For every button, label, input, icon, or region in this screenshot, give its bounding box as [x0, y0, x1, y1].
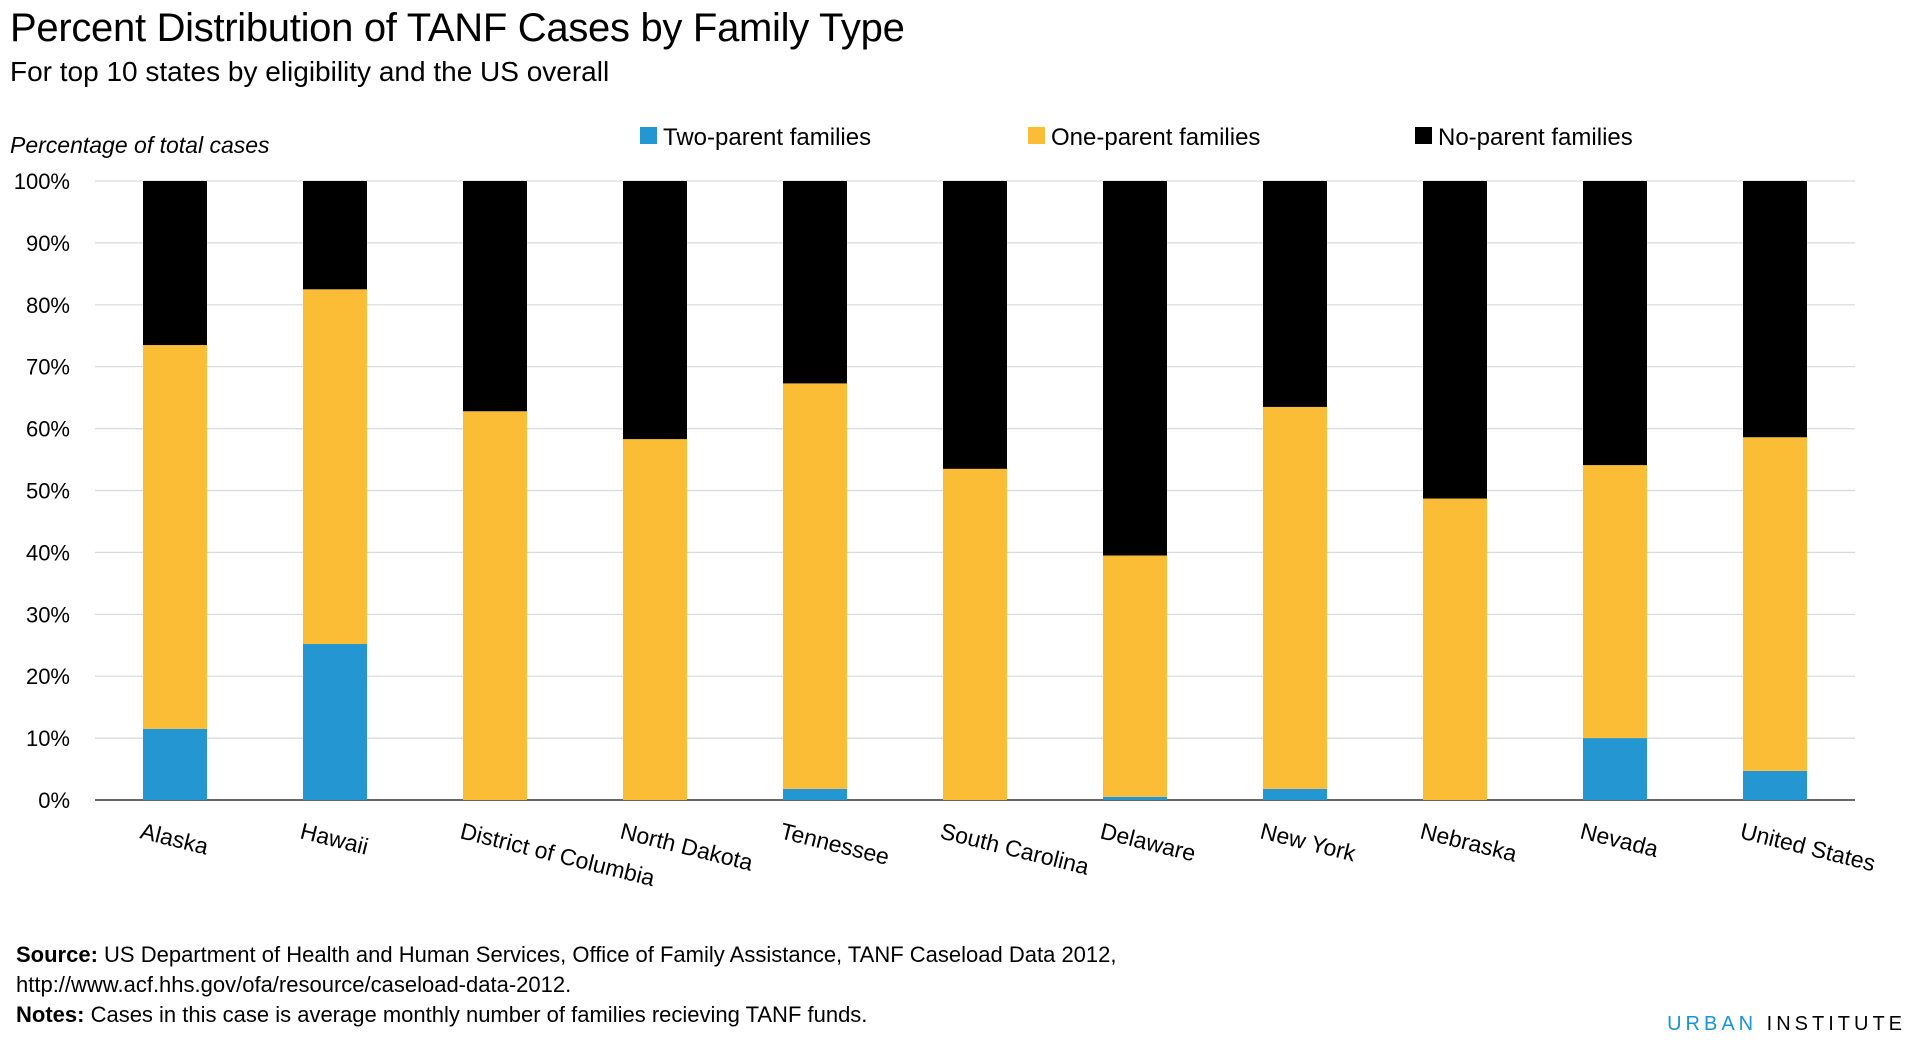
- bar-segment: [1423, 181, 1487, 499]
- brand-part2: INSTITUTE: [1757, 1013, 1906, 1035]
- bar-segment: [1583, 181, 1647, 466]
- y-tick-label: 90%: [26, 231, 70, 256]
- bars: [143, 181, 1807, 800]
- legend-swatch: [1028, 127, 1045, 144]
- bar-segment: [143, 345, 207, 729]
- bar-segment: [1263, 181, 1327, 407]
- x-tick-label: Nevada: [1578, 818, 1661, 862]
- y-tick-label: 100%: [14, 169, 70, 194]
- bar-segment: [463, 411, 527, 800]
- bar-segment: [1103, 181, 1167, 556]
- bar-segment: [783, 181, 847, 384]
- bar-segment: [1103, 796, 1167, 800]
- bar-segment: [1583, 738, 1647, 800]
- bar-segment: [943, 181, 1007, 469]
- bar-segment: [1743, 437, 1807, 771]
- legend-label: Two-parent families: [663, 124, 871, 151]
- legend-swatch: [1415, 127, 1432, 144]
- legend-label: No-parent families: [1438, 124, 1633, 151]
- notes: Notes: Cases in this case is average mon…: [16, 1000, 867, 1030]
- y-axis-ticks: 0% 10% 20% 30% 40% 50% 60% 70% 80% 90% 100%: [14, 169, 70, 813]
- bar-segment: [1743, 181, 1807, 438]
- y-tick-label: 30%: [26, 602, 70, 627]
- legend-label: One-parent families: [1051, 124, 1260, 151]
- y-tick-label: 10%: [26, 726, 70, 751]
- notes-text: Cases in this case is average monthly nu…: [84, 1002, 868, 1027]
- x-tick-label: Alaska: [138, 818, 211, 860]
- bar-segment: [1583, 465, 1647, 739]
- bar-segment: [1423, 498, 1487, 800]
- bar-segment: [303, 644, 367, 800]
- y-tick-label: 40%: [26, 540, 70, 565]
- bar-segment: [303, 181, 367, 290]
- bar-segment: [943, 468, 1007, 800]
- x-tick-label: Tennessee: [778, 818, 892, 870]
- bar-segment: [623, 439, 687, 800]
- brand-part1: URBAN: [1667, 1013, 1758, 1035]
- legend-swatch: [640, 127, 657, 144]
- x-tick-label: South Carolina: [938, 818, 1092, 880]
- y-tick-label: 20%: [26, 664, 70, 689]
- source-url: http://www.acf.hhs.gov/ofa/resource/case…: [16, 972, 572, 997]
- x-tick-label: Hawaii: [298, 818, 371, 860]
- bar-segment: [143, 728, 207, 800]
- bar-segment: [463, 181, 527, 412]
- x-tick-label: New York: [1258, 818, 1359, 867]
- urban-institute-logo: URBAN INSTITUTE: [1667, 1013, 1906, 1036]
- bar-segment: [783, 383, 847, 789]
- bar-segment: [783, 788, 847, 800]
- y-axis-label: Percentage of total cases: [10, 132, 270, 158]
- y-tick-label: 80%: [26, 293, 70, 318]
- legend: Two-parent families One-parent families No…: [640, 124, 1633, 151]
- chart-title: Percent Distribution of TANF Cases by Fa…: [10, 6, 905, 50]
- y-tick-label: 70%: [26, 355, 70, 380]
- source-note: Source: US Department of Health and Huma…: [16, 940, 1117, 970]
- stacked-bar-chart: Percentage of total cases Two-parent fam…: [10, 124, 1878, 892]
- y-tick-label: 60%: [26, 417, 70, 442]
- source-text: US Department of Health and Human Servic…: [97, 942, 1117, 967]
- bar-segment: [143, 181, 207, 346]
- chart-subtitle: For top 10 states by eligibility and the…: [10, 56, 610, 87]
- x-tick-label: Nebraska: [1418, 818, 1520, 867]
- x-tick-label: United States: [1738, 818, 1878, 877]
- x-tick-label: Delaware: [1098, 818, 1199, 867]
- bar-segment: [1263, 788, 1327, 800]
- bar-segment: [1743, 770, 1807, 800]
- bar-segment: [1263, 406, 1327, 789]
- y-tick-label: 0%: [38, 788, 70, 813]
- bar-segment: [623, 181, 687, 440]
- source-label: Source:: [16, 942, 98, 967]
- bar-segment: [1103, 555, 1167, 797]
- notes-label: Notes:: [16, 1002, 85, 1027]
- y-tick-label: 50%: [26, 479, 70, 504]
- bar-segment: [303, 289, 367, 645]
